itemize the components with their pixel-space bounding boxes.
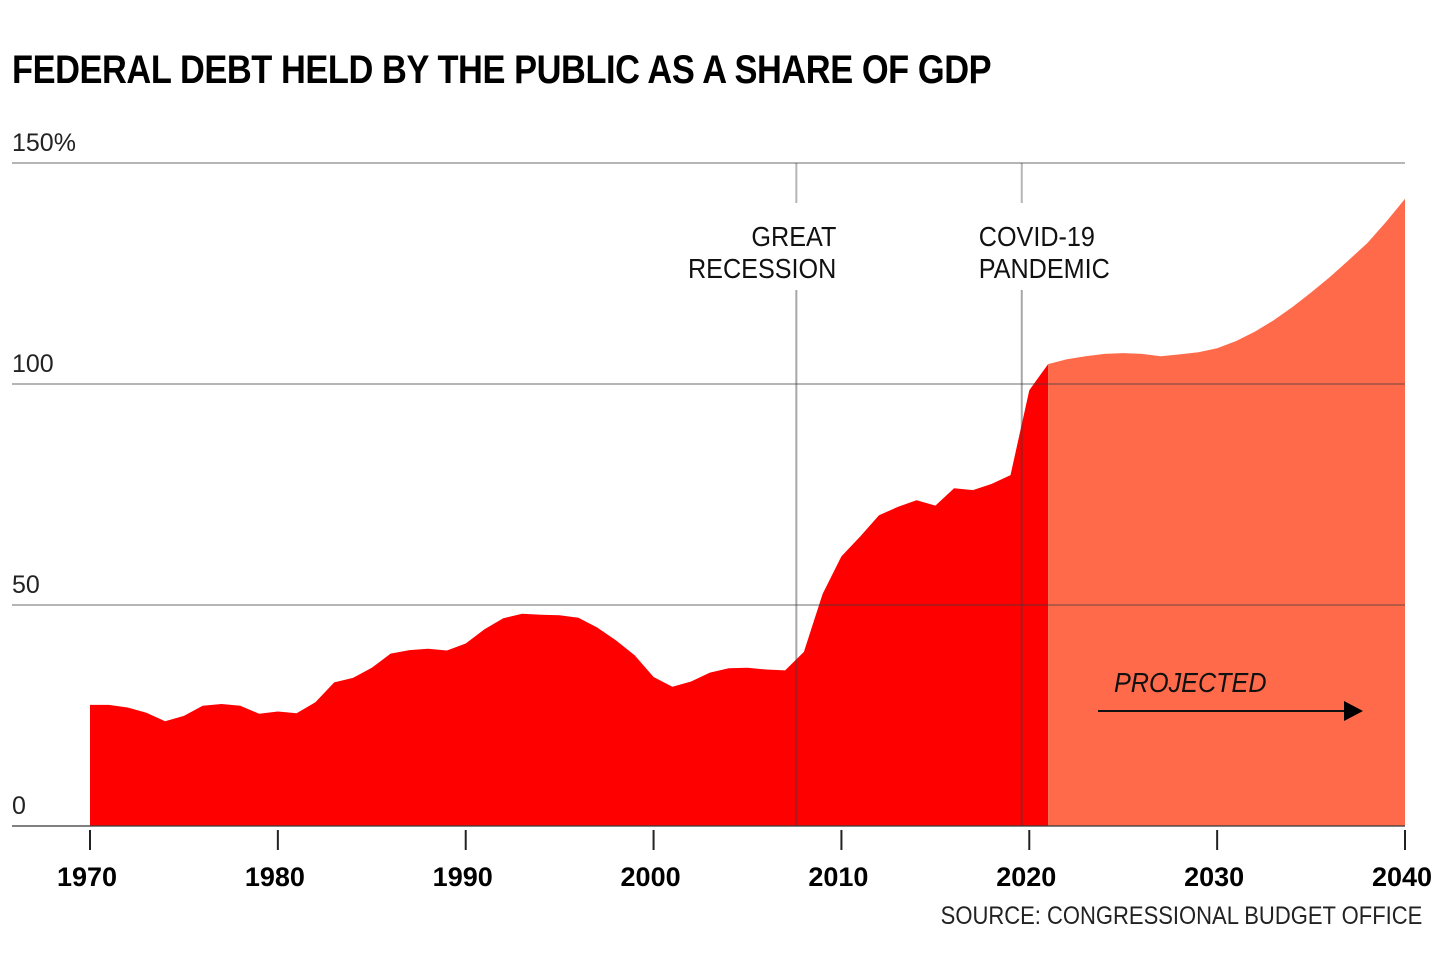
annotation-label: COVID-19 <box>979 221 1095 253</box>
x-tick-label: 2020 <box>996 862 1056 892</box>
x-tick-label: 1990 <box>433 862 493 892</box>
y-tick-label: 50 <box>12 571 40 599</box>
y-tick-label: 100 <box>12 350 54 378</box>
x-tick-label: 2000 <box>621 862 681 892</box>
x-tick-label: 2010 <box>808 862 868 892</box>
y-axis: 0 50 100 150% <box>12 129 76 820</box>
arrow-right-icon <box>1344 701 1363 721</box>
x-tick-label: 2030 <box>1184 862 1244 892</box>
annotation-label: GREAT <box>751 221 836 253</box>
chart-title: FEDERAL DEBT HELD BY THE PUBLIC AS A SHA… <box>12 48 992 92</box>
source-note: SOURCE: CONGRESSIONAL BUDGET OFFICE <box>940 902 1422 930</box>
area-layer <box>90 198 1405 827</box>
projected-marker: PROJECTED <box>1098 667 1363 721</box>
annotation-label: RECESSION <box>688 253 836 285</box>
gridlines <box>12 162 1405 827</box>
x-tick-label: 1980 <box>245 862 305 892</box>
projected-label: PROJECTED <box>1114 667 1267 699</box>
y-tick-label: 0 <box>12 792 26 820</box>
x-tick-label: 1970 <box>57 862 117 892</box>
area-historical <box>90 364 1049 826</box>
y-tick-label: 150% <box>12 129 76 157</box>
annotation-label: PANDEMIC <box>979 253 1110 285</box>
x-axis: 1970 1980 1990 2000 2010 2020 2030 2040 <box>57 830 1432 892</box>
area-projected <box>1048 198 1405 827</box>
x-tick-label: 2040 <box>1372 862 1432 892</box>
